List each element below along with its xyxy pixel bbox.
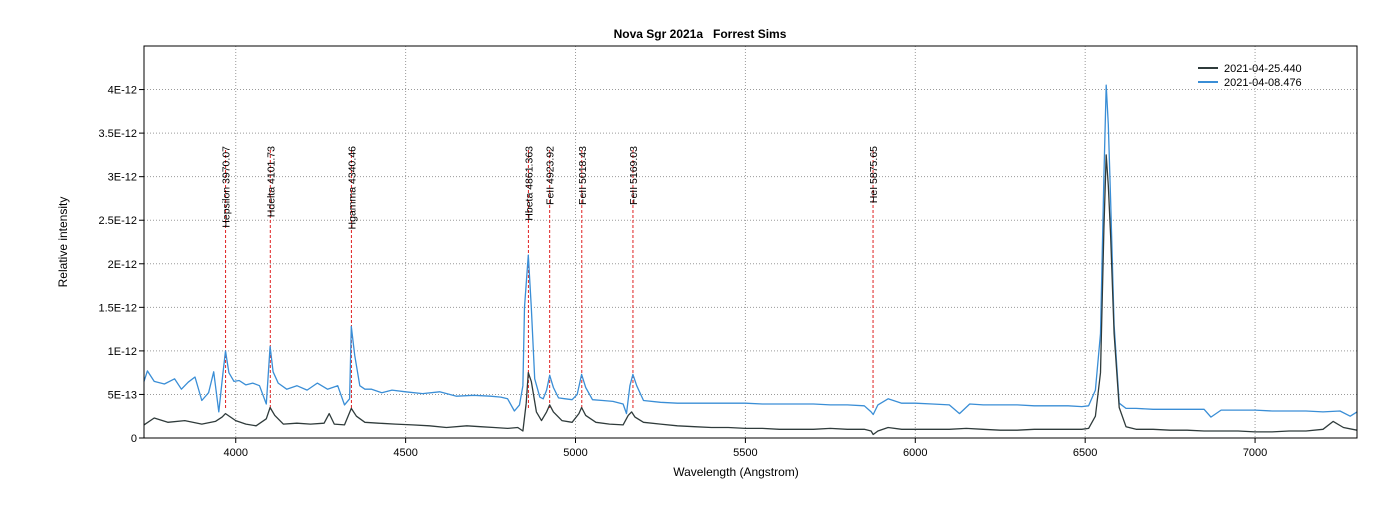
x-tick-label: 5000 (563, 447, 587, 459)
x-axis-label: Wavelength (Angstrom) (673, 465, 799, 479)
x-tick-label: 4500 (393, 447, 417, 459)
series-line (143, 84, 1358, 418)
y-tick-label: 2E-12 (108, 259, 137, 271)
legend-label: 2021-04-08.476 (1224, 77, 1302, 89)
chart-title: Nova Sgr 2021a Forrest Sims (614, 27, 787, 41)
x-tick-label: 6500 (1073, 447, 1097, 459)
grid (144, 46, 1357, 438)
y-tick-label: 0 (131, 433, 137, 445)
y-tick-label: 1E-12 (108, 346, 137, 358)
line-marker-label: FeII 4923.92 (545, 146, 557, 205)
line-marker-label: Hbeta 4861.363 (523, 146, 535, 221)
y-tick-label: 4E-12 (108, 85, 137, 97)
x-tick-label: 6000 (903, 447, 927, 459)
series-line (143, 154, 1358, 436)
x-tick-label: 5500 (733, 447, 757, 459)
axes: 4000 4500 5000 5500 6000 6500 7000 0 5E-13 1E-12 1… (98, 85, 1267, 459)
y-tick-label: 1.5E-12 (98, 302, 137, 314)
y-tick-label: 3.5E-12 (98, 128, 137, 140)
line-marker-label: Hepsilon 3970.07 (221, 146, 233, 228)
legend-label: 2021-04-25.440 (1224, 63, 1302, 75)
plot-frame (143, 45, 1358, 439)
line-marker-label: FeII 5018.43 (577, 146, 589, 205)
legend: 2021-04-25.440 2021-04-08.476 (1198, 63, 1302, 89)
y-tick-label: 2.5E-12 (98, 215, 137, 227)
line-marker-label: HeI 5875.65 (868, 146, 880, 203)
line-marker-label: FeII 5169.03 (628, 146, 640, 205)
annotation-lines: Hepsilon 3970.07 Hdelta 4101.73 Hgamma 434… (221, 146, 880, 410)
line-marker-label: Hgamma 4340.46 (346, 146, 358, 230)
line-marker-label: Hdelta 4101.73 (265, 146, 277, 217)
x-tick-label: 4000 (223, 447, 247, 459)
series-lines (143, 84, 1358, 436)
x-tick-label: 7000 (1243, 447, 1267, 459)
y-tick-label: 3E-12 (108, 172, 137, 184)
y-tick-label: 5E-13 (108, 389, 137, 401)
y-axis-label: Relative intensity (56, 197, 70, 288)
